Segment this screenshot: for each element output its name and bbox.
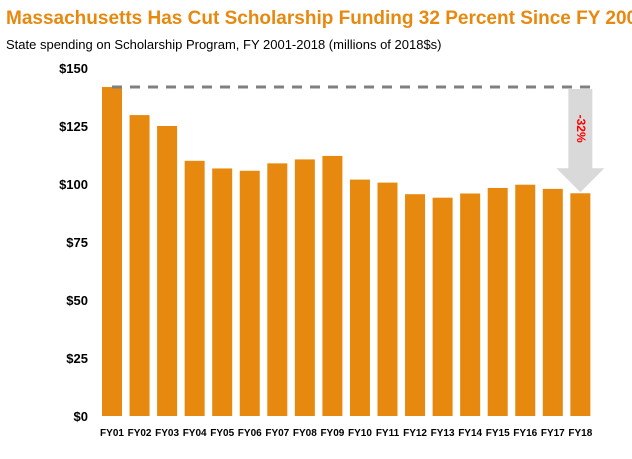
bar-FY11: [377, 182, 398, 416]
bar-FY03: [157, 126, 178, 416]
x-tick-label: FY16: [513, 428, 537, 439]
x-tick-label: FY03: [155, 428, 179, 439]
bar-FY01: [102, 87, 122, 417]
down-arrow-icon: [556, 89, 605, 193]
x-tick-label: FY13: [431, 428, 455, 439]
bar-FY04: [184, 160, 205, 416]
bar-FY10: [349, 179, 370, 416]
chart-title: Massachusetts Has Cut Scholarship Fundin…: [6, 8, 632, 29]
x-tick-label: FY05: [210, 428, 234, 439]
x-tick-label: FY18: [568, 428, 592, 439]
bar-FY17: [542, 188, 563, 416]
y-tick-label: $125: [59, 119, 88, 134]
x-tick-label: FY09: [320, 428, 344, 439]
y-tick-label: $0: [74, 409, 88, 424]
bar-FY06: [239, 170, 260, 416]
bar-FY15: [487, 187, 508, 416]
bar-FY13: [432, 197, 453, 416]
x-tick-label: FY08: [293, 428, 317, 439]
y-tick-label: $150: [59, 61, 88, 76]
percent-change-label: -32%: [574, 115, 588, 143]
bar-FY14: [460, 193, 481, 416]
x-tick-label: FY15: [486, 428, 510, 439]
y-tick-label: $25: [66, 351, 88, 366]
y-tick-label: $100: [59, 177, 88, 192]
x-tick-label: FY06: [238, 428, 262, 439]
x-tick-label: FY11: [376, 428, 400, 439]
x-tick-label: FY04: [183, 428, 207, 439]
x-tick-label: FY12: [403, 428, 427, 439]
x-tick-label: FY01: [100, 428, 124, 439]
y-tick-label: $75: [66, 235, 88, 250]
chart-subtitle: State spending on Scholarship Program, F…: [6, 37, 442, 52]
bar-FY08: [294, 159, 315, 416]
bar-FY05: [212, 168, 233, 416]
bar-FY02: [129, 115, 150, 416]
x-tick-label: FY10: [348, 428, 372, 439]
bar-FY16: [515, 184, 536, 416]
bar-FY18: [570, 193, 591, 416]
x-tick-label: FY14: [458, 428, 482, 439]
bar-FY12: [405, 194, 426, 416]
x-tick-label: FY17: [541, 428, 565, 439]
y-tick-label: $50: [66, 293, 88, 308]
x-tick-label: FY02: [128, 428, 152, 439]
bar-FY09: [322, 155, 343, 417]
bar-FY07: [267, 163, 288, 416]
x-tick-label: FY07: [265, 428, 289, 439]
